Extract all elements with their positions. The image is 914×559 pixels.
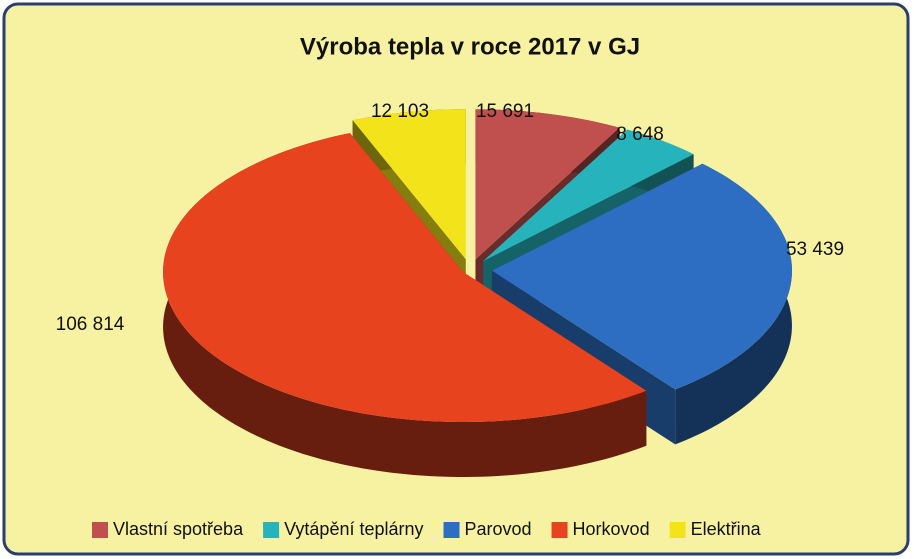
chart-title: Výroba tepla v roce 2017 v GJ: [300, 33, 640, 60]
legend-label: Parovod: [465, 519, 532, 539]
legend-label: Vlastní spotřeba: [113, 519, 244, 539]
legend-label: Vytápění teplárny: [284, 519, 423, 539]
slice: [163, 133, 647, 477]
slice-top: [163, 133, 647, 422]
legend-swatch: [551, 522, 568, 538]
slice-top: [475, 109, 620, 260]
value-label: 106 814: [56, 314, 125, 335]
legend-label: Horkovod: [573, 519, 650, 539]
legend-swatch: [443, 522, 460, 538]
legend-swatch: [669, 522, 686, 538]
legend-label: Elektřina: [691, 519, 762, 539]
value-label: 8 648: [616, 124, 664, 145]
slice-top: [352, 109, 466, 260]
slice-top: [483, 129, 694, 262]
legend-swatch: [92, 522, 108, 538]
slice-side: [163, 133, 647, 477]
slice-top: [491, 163, 792, 390]
value-label: 12 103: [371, 101, 429, 122]
value-label: 53 439: [786, 239, 844, 260]
value-label: 15 691: [476, 101, 534, 122]
legend-swatch: [263, 522, 280, 538]
